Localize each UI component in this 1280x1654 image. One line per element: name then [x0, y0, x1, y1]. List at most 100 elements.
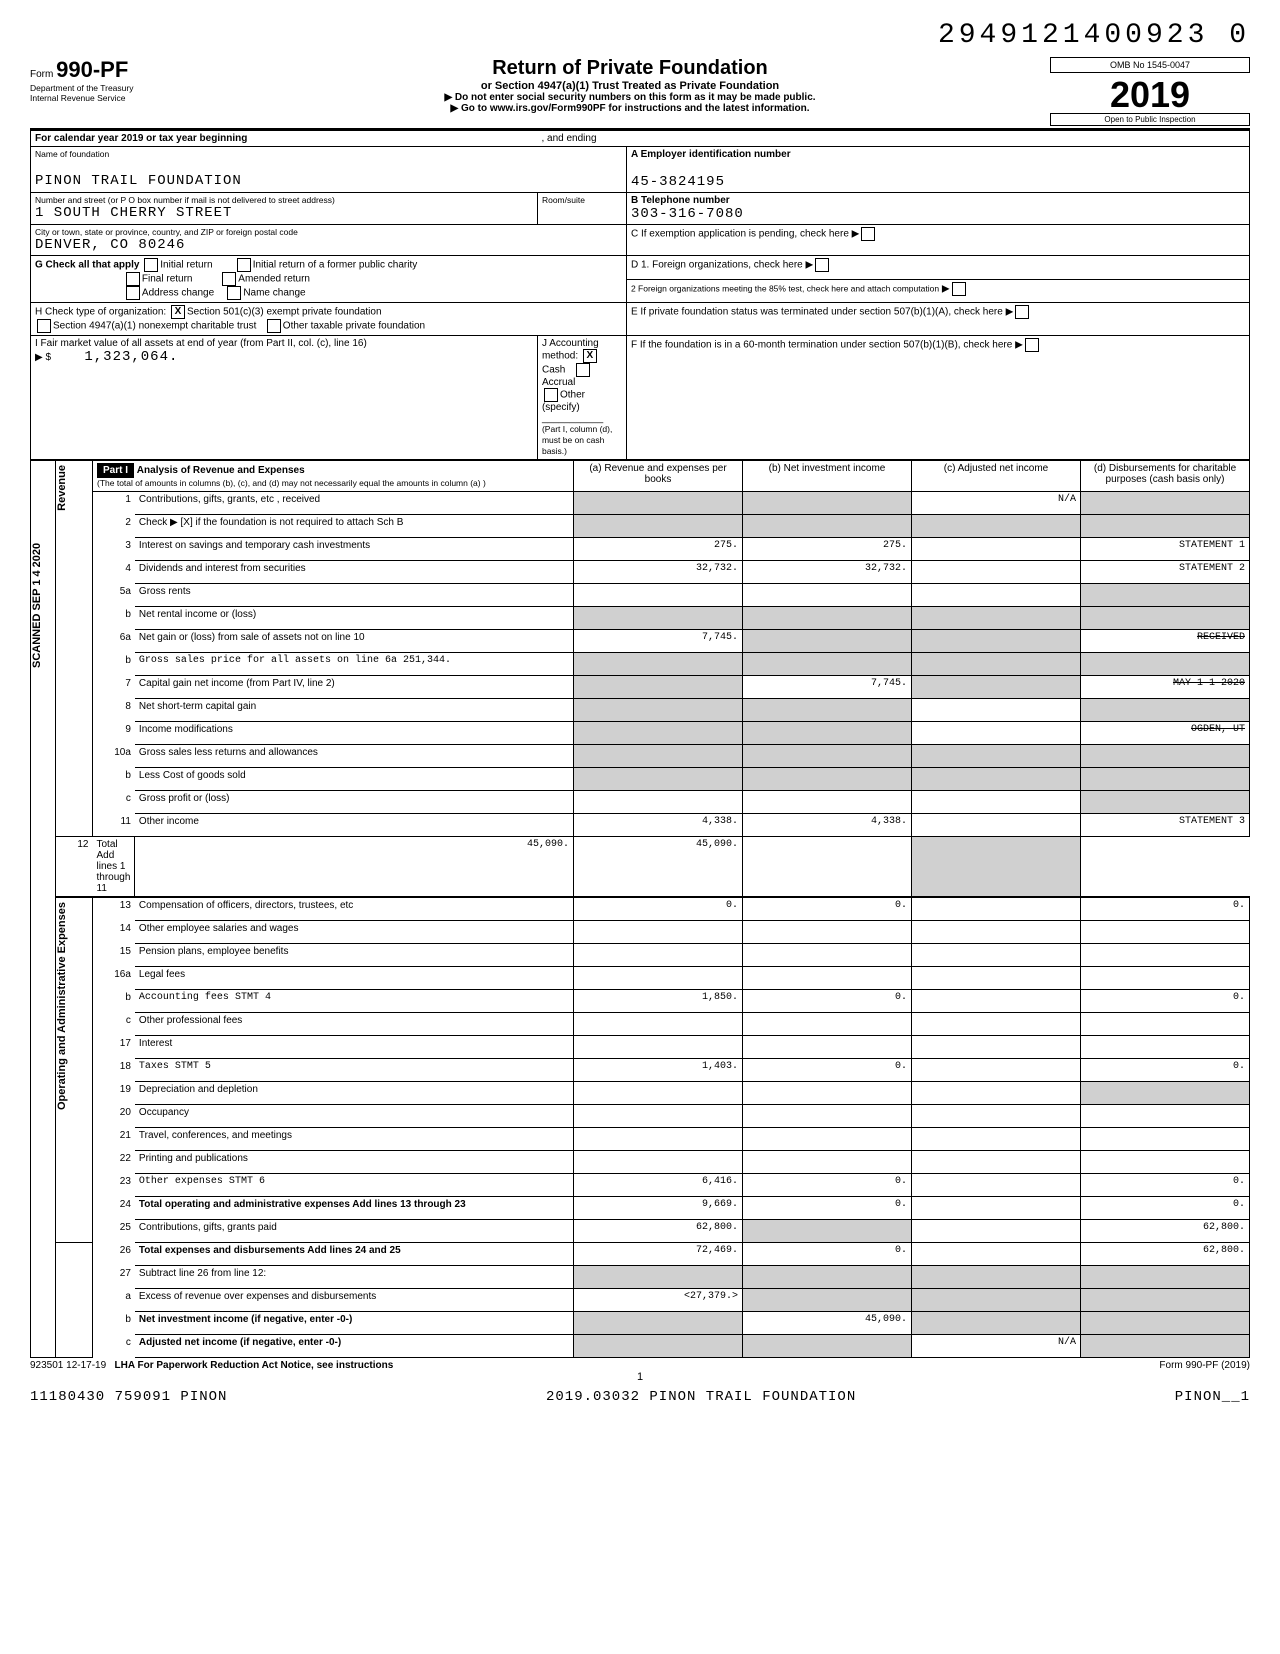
checkbox-accrual[interactable]: [576, 363, 590, 377]
checkbox-4947[interactable]: [37, 319, 51, 333]
row-num: 23: [93, 1174, 135, 1197]
row-num: 7: [93, 676, 135, 699]
cell: 1,850.: [574, 990, 743, 1013]
row-desc: Occupancy: [135, 1105, 574, 1128]
checkbox-501c3[interactable]: X: [171, 305, 185, 319]
addr-label: Number and street (or P O box number if …: [35, 195, 533, 205]
cell: 0.: [1081, 990, 1250, 1013]
footer-form: Form 990-PF (2019): [1159, 1360, 1250, 1371]
checkbox-initial[interactable]: [144, 258, 158, 272]
omb-number: OMB No 1545-0047: [1050, 57, 1250, 73]
cell: 45,090.: [743, 1312, 912, 1335]
box-e-label: E If private foundation status was termi…: [631, 307, 1003, 318]
opadmin-label: Operating and Administrative Expenses: [56, 898, 68, 1114]
row-desc: Travel, conferences, and meetings: [135, 1128, 574, 1151]
row-desc: Net gain or (loss) from sale of assets n…: [135, 630, 574, 653]
row-num: 13: [93, 897, 135, 921]
tax-year: 2019: [1050, 77, 1250, 113]
cell: 0.: [1081, 897, 1250, 921]
row-num: 10a: [93, 745, 135, 768]
footer-code: 923501 12-17-19: [30, 1360, 106, 1371]
row-num: 27: [93, 1266, 135, 1289]
opt-addr-change: Address change: [142, 288, 214, 299]
document-number: 2949121400923 0: [30, 20, 1250, 51]
part1-table: SCANNED SEP 1 4 2020 Revenue Part I Anal…: [30, 460, 1250, 1358]
calendar-year-label: For calendar year 2019 or tax year begin…: [35, 133, 247, 144]
city-label: City or town, state or province, country…: [35, 227, 622, 237]
cell: 0.: [743, 1197, 912, 1220]
checkbox-c[interactable]: [861, 227, 875, 241]
name-label: Name of foundation: [35, 149, 622, 159]
row-desc: Other professional fees: [135, 1013, 574, 1036]
cell: 62,800.: [1081, 1243, 1250, 1266]
opt-accrual: Accrual: [542, 377, 575, 388]
row-num: 17: [93, 1036, 135, 1059]
cell: 0.: [1081, 1174, 1250, 1197]
title-main: Return of Private Foundation: [210, 57, 1050, 80]
checkbox-final[interactable]: [126, 272, 140, 286]
scanned-stamp: SCANNED SEP 1 4 2020: [31, 461, 43, 749]
g-label: G Check all that apply: [35, 260, 139, 271]
page-number: 1: [30, 1371, 1250, 1383]
form-number: 990-PF: [56, 57, 128, 82]
row-num: 16a: [93, 967, 135, 990]
row-num: b: [93, 607, 135, 630]
checkbox-other-method[interactable]: [544, 388, 558, 402]
row-num: 4: [93, 561, 135, 584]
checkbox-addr-change[interactable]: [126, 286, 140, 300]
cell: 0.: [743, 897, 912, 921]
row-desc: Gross sales price for all assets on line…: [135, 653, 574, 676]
i-note: (Part I, column (d), must be on cash bas…: [542, 424, 612, 456]
row-num: 21: [93, 1128, 135, 1151]
checkbox-e[interactable]: [1015, 305, 1029, 319]
title-note-2: ▶ Go to www.irs.gov/Form990PF for instru…: [210, 103, 1050, 114]
row-desc: Gross sales less returns and allowances: [135, 745, 574, 768]
phone-value: 303-316-7080: [631, 206, 1245, 222]
opt-cash: Cash: [542, 365, 565, 376]
row-num: b: [93, 768, 135, 791]
checkbox-initial-former[interactable]: [237, 258, 251, 272]
checkbox-name-change[interactable]: [227, 286, 241, 300]
row-desc: Interest: [135, 1036, 574, 1059]
checkbox-amended[interactable]: [222, 272, 236, 286]
box-c-label: C If exemption application is pending, c…: [631, 229, 849, 240]
row-desc: Net short-term capital gain: [135, 699, 574, 722]
row-desc: Pension plans, employee benefits: [135, 944, 574, 967]
checkbox-other-tax[interactable]: [267, 319, 281, 333]
row-desc: Depreciation and depletion: [135, 1082, 574, 1105]
checkbox-d2[interactable]: [952, 282, 966, 296]
row-num: 12: [56, 837, 93, 898]
row-num: 6a: [93, 630, 135, 653]
cell: [743, 492, 912, 515]
cell: 0.: [743, 1174, 912, 1197]
opt-name-change: Name change: [243, 288, 305, 299]
cell: 0.: [574, 897, 743, 921]
checkbox-f[interactable]: [1025, 338, 1039, 352]
box-d2-label: 2 Foreign organizations meeting the 85% …: [631, 283, 939, 293]
checkbox-d1[interactable]: [815, 258, 829, 272]
row-desc: Taxes STMT 5: [135, 1059, 574, 1082]
row-num: a: [93, 1289, 135, 1312]
opt-amended: Amended return: [238, 274, 310, 285]
cell: 45,090.: [135, 837, 574, 898]
row-desc: Check ▶ [X] if the foundation is not req…: [135, 515, 574, 538]
opt-initial-former: Initial return of a former public charit…: [253, 260, 418, 271]
row-desc: Adjusted net income (if negative, enter …: [135, 1335, 574, 1358]
opt-initial: Initial return: [160, 260, 212, 271]
cell: 6,416.: [574, 1174, 743, 1197]
col-c-header: (c) Adjusted net income: [912, 461, 1081, 492]
part1-label: Part I: [97, 463, 134, 478]
box-d1-label: D 1. Foreign organizations, check here: [631, 260, 803, 271]
row-num: 8: [93, 699, 135, 722]
cell: <27,379.>: [574, 1289, 743, 1312]
row-num: b: [93, 653, 135, 676]
i-label: I Fair market value of all assets at end…: [35, 338, 367, 349]
row-num: b: [93, 1312, 135, 1335]
form-header: Form 990-PF Department of the Treasury I…: [30, 57, 1250, 126]
row-num: c: [93, 1013, 135, 1036]
row-num: 20: [93, 1105, 135, 1128]
row-desc: Net investment income (if negative, ente…: [135, 1312, 574, 1335]
checkbox-cash[interactable]: X: [583, 349, 597, 363]
row-desc: Contributions, gifts, grants, etc , rece…: [135, 492, 574, 515]
footer-lha: LHA For Paperwork Reduction Act Notice, …: [115, 1360, 394, 1371]
